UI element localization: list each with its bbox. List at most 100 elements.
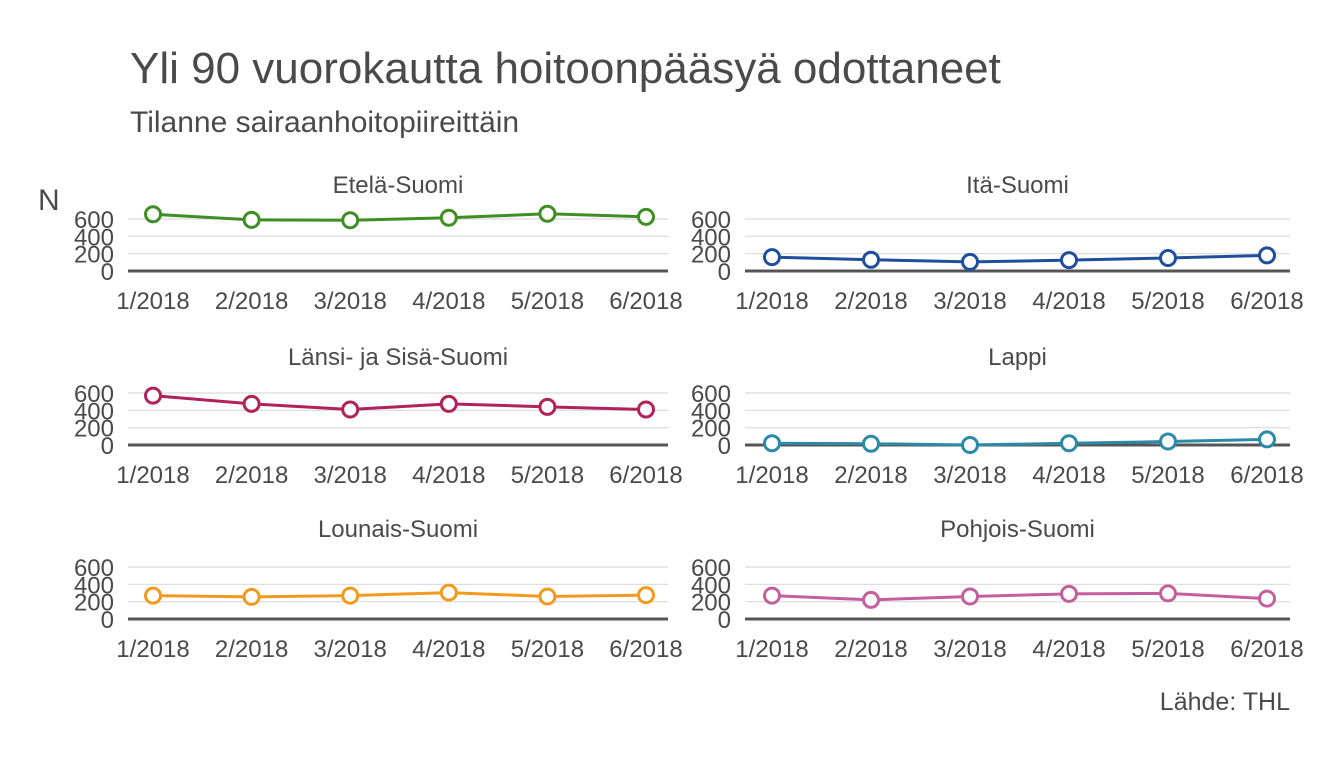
y-tick-label: 0	[718, 259, 731, 286]
x-tick-label: 6/2018	[609, 636, 682, 663]
y-tick-label: 200	[691, 590, 731, 617]
y-tick-label: 0	[718, 433, 731, 460]
x-tick-label: 1/2018	[735, 636, 808, 663]
data-point	[439, 394, 458, 413]
data-point	[1159, 249, 1177, 267]
y-tick-label: 0	[101, 259, 114, 286]
x-tick-label: 2/2018	[834, 288, 907, 315]
series-line	[771, 591, 1268, 602]
y-tick-label: 400	[691, 572, 731, 599]
x-tick-label: 1/2018	[116, 462, 189, 489]
facet-title: Etelä-Suomi	[333, 172, 464, 199]
data-point	[538, 204, 557, 223]
x-tick-label: 4/2018	[1032, 636, 1105, 663]
data-point	[862, 250, 880, 269]
data-point	[1060, 434, 1078, 453]
x-tick-label: 2/2018	[215, 288, 288, 315]
y-tick-label: 600	[691, 207, 731, 234]
data-point	[439, 208, 458, 227]
x-tick-label: 2/2018	[834, 462, 907, 489]
x-tick-label: 4/2018	[1032, 462, 1105, 489]
x-tick-label: 3/2018	[933, 462, 1006, 489]
data-point	[862, 434, 880, 453]
x-tick-label: 6/2018	[1230, 462, 1303, 489]
data-point	[1258, 246, 1276, 265]
y-tick-label: 200	[74, 590, 114, 617]
data-point	[763, 248, 781, 267]
x-tick-label: 2/2018	[215, 636, 288, 663]
chart-subtitle: Tilanne sairaanhoitopiireittäin	[130, 106, 520, 139]
chart-title: Yli 90 vuorokautta hoitoonpääsyä odottan…	[130, 44, 1001, 93]
y-tick-label: 0	[101, 607, 114, 634]
data-point	[341, 586, 360, 605]
y-tick-label: 200	[74, 242, 114, 269]
y-tick-label: 600	[691, 381, 731, 408]
y-tick-label: 0	[101, 433, 114, 460]
series-line	[152, 394, 647, 411]
y-tick-label: 200	[691, 242, 731, 269]
y-tick-label: 600	[74, 381, 114, 408]
series-line	[771, 437, 1268, 447]
x-tick-label: 1/2018	[116, 636, 189, 663]
y-tick-label: 400	[691, 224, 731, 251]
y-tick-label: 400	[74, 224, 114, 251]
facet-title: Lounais-Suomi	[318, 516, 478, 543]
series-line	[152, 212, 647, 222]
data-point	[144, 386, 162, 405]
x-tick-label: 3/2018	[313, 288, 386, 315]
data-point	[341, 400, 360, 419]
x-tick-label: 3/2018	[313, 462, 386, 489]
x-tick-label: 2/2018	[215, 462, 288, 489]
data-point	[144, 205, 162, 224]
x-tick-label: 1/2018	[735, 462, 808, 489]
data-point	[1159, 432, 1177, 451]
y-tick-label: 0	[718, 607, 731, 634]
data-point	[1060, 584, 1078, 603]
data-point	[637, 207, 655, 226]
data-point	[763, 434, 781, 453]
x-tick-label: 4/2018	[412, 636, 485, 663]
x-tick-label: 6/2018	[1230, 288, 1303, 315]
x-tick-label: 4/2018	[412, 462, 485, 489]
x-tick-label: 3/2018	[313, 636, 386, 663]
x-tick-label: 5/2018	[511, 636, 584, 663]
data-point	[144, 586, 162, 605]
x-tick-label: 3/2018	[933, 636, 1006, 663]
data-point	[341, 211, 360, 230]
y-tick-label: 200	[691, 416, 731, 443]
data-point	[538, 587, 557, 606]
data-point	[637, 586, 655, 605]
data-point	[242, 394, 261, 413]
data-point	[242, 587, 261, 606]
data-point	[242, 210, 261, 229]
data-point	[439, 583, 458, 602]
series-line	[152, 591, 647, 599]
x-tick-label: 3/2018	[933, 288, 1006, 315]
data-point	[961, 436, 979, 454]
x-tick-label: 6/2018	[1230, 636, 1303, 663]
series-line	[771, 253, 1268, 264]
x-tick-label: 5/2018	[1131, 636, 1204, 663]
x-tick-label: 5/2018	[1131, 462, 1204, 489]
data-point	[1258, 589, 1276, 608]
data-point	[1060, 251, 1078, 270]
y-tick-label: 600	[74, 207, 114, 234]
y-tick-label: 200	[74, 416, 114, 443]
x-tick-label: 5/2018	[1131, 288, 1204, 315]
data-point	[1258, 430, 1276, 449]
facet-title: Pohjois-Suomi	[940, 516, 1095, 543]
x-tick-label: 1/2018	[735, 288, 808, 315]
y-tick-label: 400	[691, 398, 731, 425]
y-tick-label: 600	[691, 555, 731, 582]
y-tick-label: 400	[74, 398, 114, 425]
x-tick-label: 6/2018	[609, 288, 682, 315]
x-tick-label: 4/2018	[1032, 288, 1105, 315]
y-axis-label: N	[38, 184, 60, 217]
data-point	[1159, 584, 1177, 603]
x-tick-label: 2/2018	[834, 636, 907, 663]
data-point	[862, 590, 880, 609]
source-caption: Lähde: THL	[1159, 688, 1290, 716]
x-tick-label: 6/2018	[609, 462, 682, 489]
